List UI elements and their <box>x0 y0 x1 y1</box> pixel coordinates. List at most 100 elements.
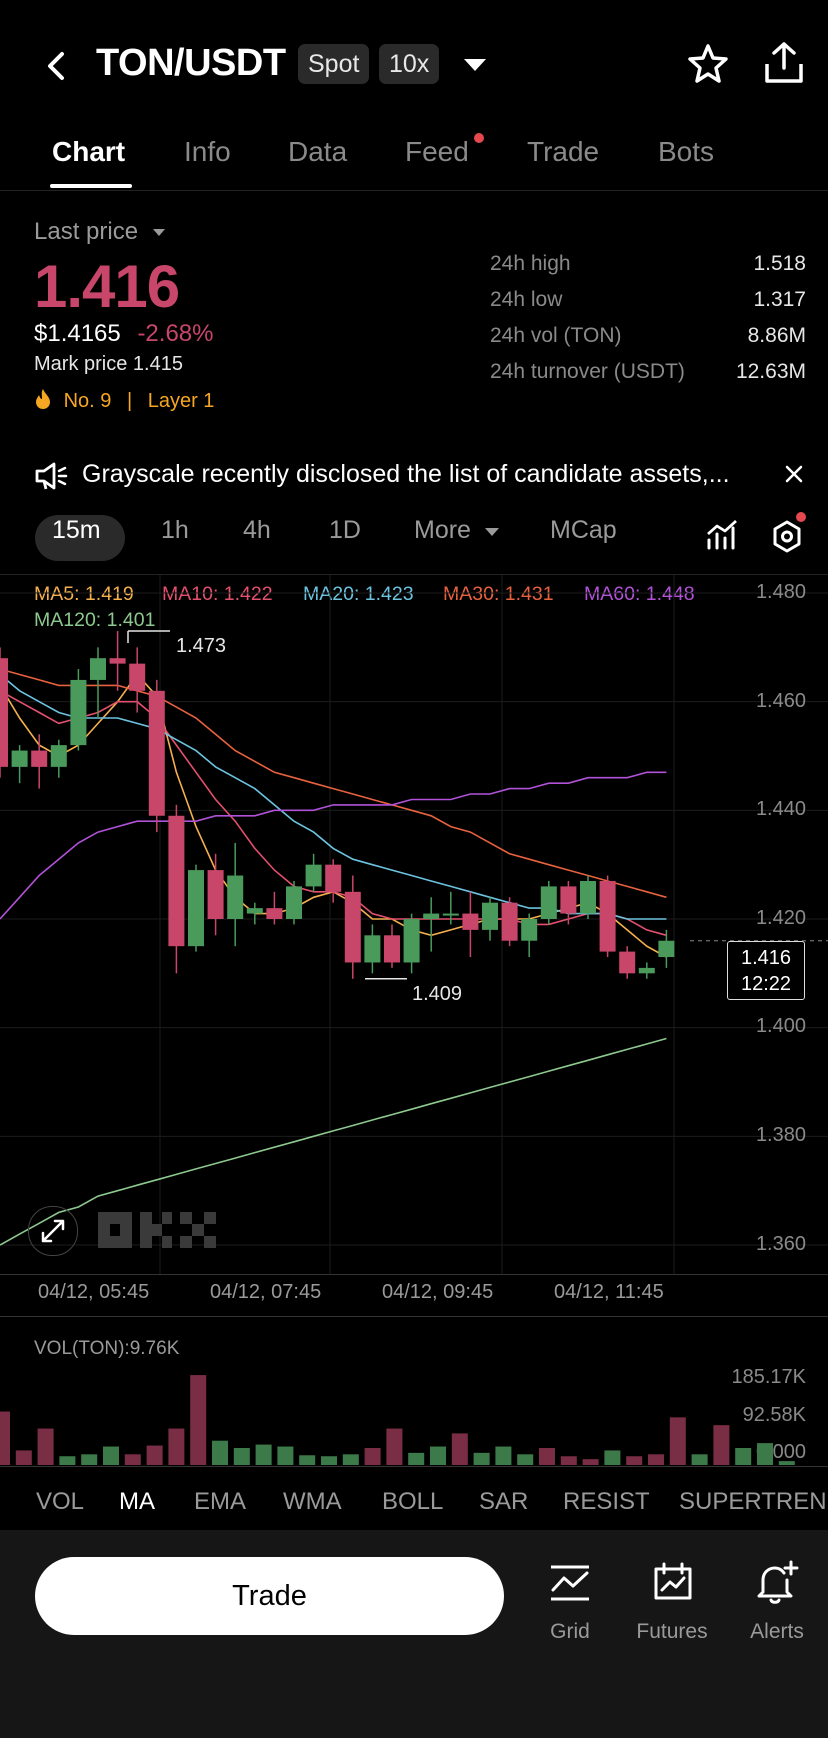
timeframe-4h[interactable]: 4h <box>243 516 271 544</box>
candle-body <box>580 880 596 914</box>
indicator-sar[interactable]: SAR <box>479 1488 529 1515</box>
tab-chart[interactable]: Chart <box>52 136 126 167</box>
ma120-line <box>0 1037 667 1246</box>
share-icon <box>765 42 803 83</box>
candle-body <box>364 935 381 963</box>
fullscreen-button[interactable] <box>28 1206 78 1256</box>
ma5-legend: MA5: 1.419 <box>34 583 134 605</box>
futures-icon <box>654 1562 692 1600</box>
timeframe-15m[interactable]: 15m <box>52 516 101 544</box>
volume-bar <box>0 1411 10 1465</box>
timeframe-more[interactable]: More <box>414 516 500 545</box>
candle-body <box>560 886 577 914</box>
indicator-vol[interactable]: VOL <box>36 1488 85 1515</box>
ma120-legend: MA120: 1.401 <box>34 609 156 631</box>
volume-bar <box>604 1450 621 1465</box>
indicators-button[interactable] <box>705 518 739 554</box>
volume-label: VOL(TON):9.76K <box>34 1338 180 1359</box>
candle-body <box>109 658 126 664</box>
star-icon <box>688 44 728 83</box>
chart-top-divider <box>0 574 828 575</box>
share-button[interactable] <box>762 40 806 86</box>
candle-body <box>305 864 322 887</box>
ma10-legend: MA10: 1.422 <box>162 583 273 605</box>
mcap-toggle[interactable]: MCap <box>550 516 617 544</box>
ma30-legend: MA30: 1.431 <box>443 583 554 605</box>
volume-bar <box>691 1454 708 1465</box>
indicator-ma[interactable]: MA <box>119 1488 155 1515</box>
candle-countdown: 12:22 <box>740 973 792 995</box>
back-button[interactable] <box>38 44 78 88</box>
grid-button[interactable] <box>520 1558 620 1648</box>
y-tick-label: 1.380 <box>755 1124 806 1146</box>
hexagon-settings-icon <box>773 520 801 553</box>
volume-bar <box>517 1454 534 1465</box>
current-price: 1.416 <box>740 947 792 969</box>
candle-body <box>246 908 263 914</box>
volume-bar <box>146 1445 163 1465</box>
candle-body <box>344 891 361 963</box>
indicator-wma[interactable]: WMA <box>283 1488 342 1515</box>
alerts-button[interactable] <box>727 1558 827 1648</box>
candle-body <box>462 913 479 930</box>
caret-down-icon <box>484 528 499 536</box>
favorite-button[interactable] <box>686 42 730 86</box>
rank-row[interactable]: No. 9 | Layer 1 <box>34 388 214 413</box>
candle-body <box>599 880 616 952</box>
category-label: Layer 1 <box>147 390 215 412</box>
candle-body <box>501 902 518 941</box>
indicator-resist[interactable]: RESIST <box>563 1488 650 1515</box>
indicator-supertrend[interactable]: SUPERTREND <box>679 1488 828 1515</box>
candle-body <box>50 745 67 767</box>
candle-body <box>540 886 557 919</box>
tab-feed[interactable]: Feed <box>405 136 469 167</box>
timeframe-selected-bg <box>35 515 125 561</box>
volume-bar <box>321 1456 337 1465</box>
indicator-boll[interactable]: BOLL <box>382 1488 444 1515</box>
futures-button[interactable] <box>622 1558 722 1648</box>
volume-bar <box>386 1428 403 1465</box>
volume-bar <box>669 1417 686 1465</box>
timeframe-1d[interactable]: 1D <box>329 516 361 544</box>
close-announcement-button[interactable] <box>784 464 804 484</box>
stat-value: 12.63M <box>735 360 806 383</box>
active-tab-indicator <box>50 184 132 188</box>
ma60-legend: MA60: 1.448 <box>584 583 695 605</box>
volume-bar <box>59 1456 76 1465</box>
tab-info[interactable]: Info <box>184 136 231 167</box>
usd-price-row: $1.4165 -2.68% <box>34 320 213 348</box>
candle-body <box>207 870 224 919</box>
tab-trade[interactable]: Trade <box>527 136 600 167</box>
feed-notification-dot <box>474 133 484 143</box>
alerts-icon <box>757 1560 799 1604</box>
volume-bar <box>451 1433 468 1465</box>
trade-button[interactable]: Trade <box>35 1557 504 1635</box>
timeframe-1h[interactable]: 1h <box>161 516 189 544</box>
volume-bar <box>255 1444 272 1465</box>
tab-data[interactable]: Data <box>288 136 348 167</box>
volume-tick: 92.58K <box>742 1404 806 1426</box>
settings-notification-dot <box>796 512 806 522</box>
indicator-top-divider <box>0 1466 828 1467</box>
candle-body <box>521 919 538 941</box>
indicator-ema[interactable]: EMA <box>194 1488 247 1515</box>
volume-bar <box>212 1440 228 1465</box>
volume-bar <box>495 1446 512 1465</box>
y-tick-label: 1.360 <box>755 1233 806 1255</box>
volume-bar <box>778 1461 795 1465</box>
candle-body <box>70 679 87 746</box>
stat-label: 24h high <box>490 252 571 275</box>
last-price-selector[interactable]: Last price <box>34 218 167 246</box>
candle-body <box>325 864 342 892</box>
rank-separator: | <box>126 390 133 412</box>
candle-body <box>403 919 420 963</box>
pair-title: TON/USDT <box>96 42 286 84</box>
price-chart[interactable] <box>0 575 828 1275</box>
volume-bar <box>103 1446 119 1465</box>
candle-body <box>638 967 655 974</box>
tab-bots[interactable]: Bots <box>658 136 715 167</box>
chart-settings-button[interactable] <box>769 512 806 556</box>
spot-badge: Spot <box>298 44 370 84</box>
pair-dropdown-button[interactable] <box>460 54 490 76</box>
volume-bar <box>408 1452 425 1465</box>
